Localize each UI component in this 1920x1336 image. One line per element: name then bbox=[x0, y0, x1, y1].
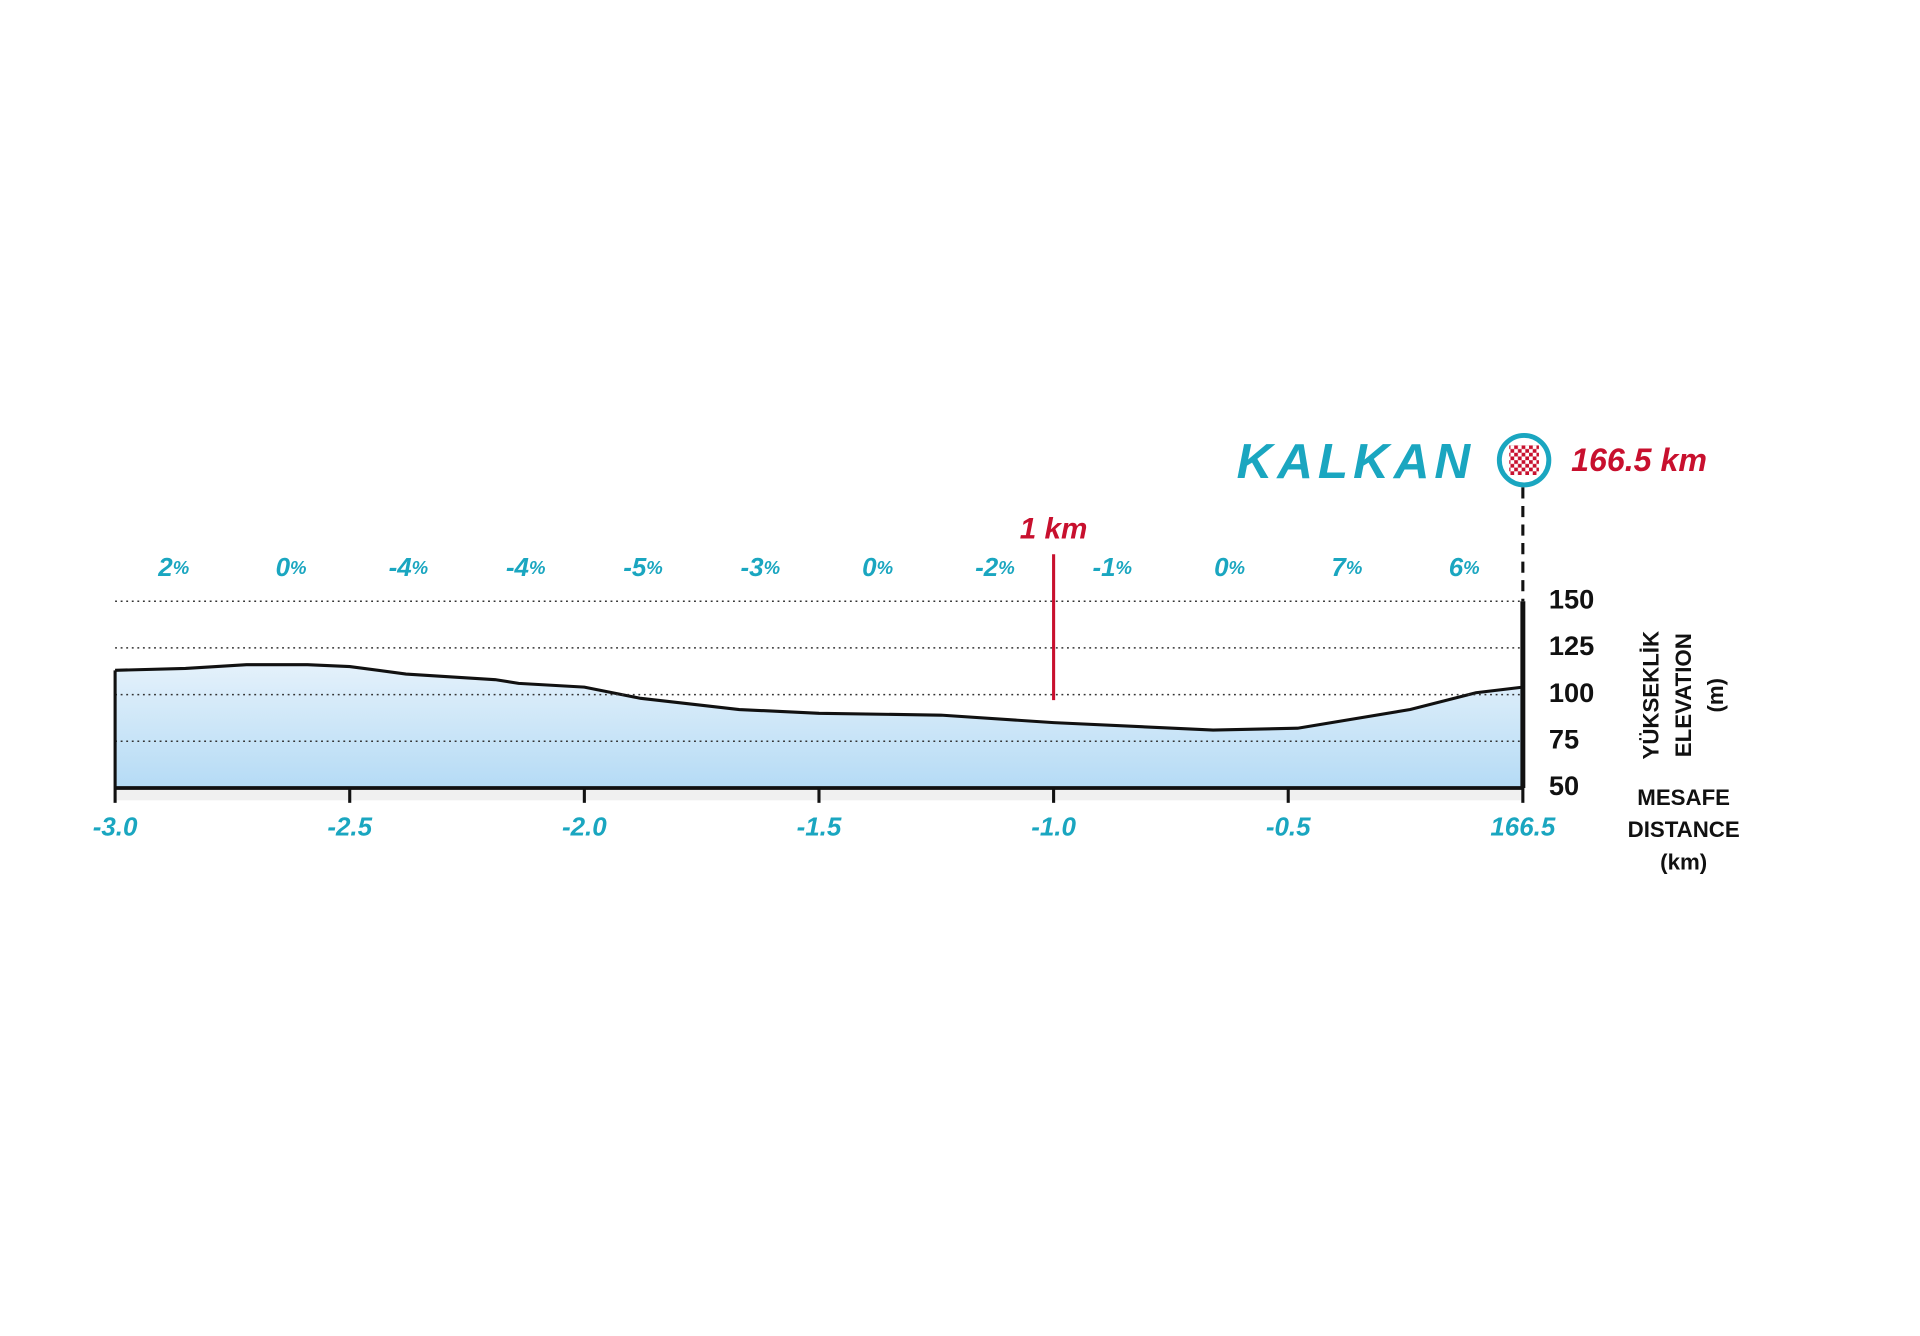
y-axis-label: (m) bbox=[1703, 678, 1728, 713]
gradient-label: -4% bbox=[389, 552, 429, 582]
y-axis-label: YÜKSEKLİK bbox=[1639, 631, 1664, 760]
x-tick-label: 166.5 bbox=[1490, 812, 1556, 842]
gradient-label: -2% bbox=[975, 552, 1015, 582]
x-tick-label: -0.5 bbox=[1266, 812, 1311, 842]
gradient-label: 0% bbox=[1214, 552, 1245, 582]
finish-distance: 166.5 km bbox=[1571, 442, 1707, 478]
gradient-label: 0% bbox=[862, 552, 893, 582]
finish-flag bbox=[1509, 445, 1539, 476]
x-tick-label: -2.5 bbox=[327, 812, 372, 842]
km-marker-label: 1 km bbox=[1020, 513, 1088, 546]
y-tick-label: 75 bbox=[1549, 723, 1579, 754]
gradient-label: -5% bbox=[623, 552, 663, 582]
y-axis-label: ELEVATION bbox=[1671, 633, 1696, 757]
gradient-label: -4% bbox=[506, 552, 546, 582]
gradient-label: 7% bbox=[1331, 552, 1362, 582]
elevation-line bbox=[115, 663, 1524, 732]
y-tick-label: 125 bbox=[1549, 630, 1594, 661]
y-tick-label: 100 bbox=[1549, 677, 1594, 708]
finish-name: KALKAN bbox=[1237, 434, 1476, 489]
x-tick-label: -2.0 bbox=[562, 812, 607, 842]
gradient-label: 6% bbox=[1449, 552, 1480, 582]
x-tick-label: -1.5 bbox=[797, 812, 842, 842]
x-axis-label: MESAFE bbox=[1637, 785, 1730, 810]
x-axis-label: (km) bbox=[1660, 849, 1707, 874]
y-tick-label: 150 bbox=[1549, 583, 1594, 614]
gradient-label: 2% bbox=[157, 552, 189, 582]
x-axis-label: DISTANCE bbox=[1628, 817, 1740, 842]
x-tick-label: -1.0 bbox=[1031, 812, 1076, 842]
area-fill bbox=[115, 664, 1523, 788]
gradient-label: -1% bbox=[1092, 552, 1132, 582]
gradient-label: 0% bbox=[276, 552, 307, 582]
x-tick-label: -3.0 bbox=[93, 812, 138, 842]
gradient-label: -3% bbox=[741, 552, 781, 582]
y-tick-label: 50 bbox=[1549, 770, 1579, 801]
